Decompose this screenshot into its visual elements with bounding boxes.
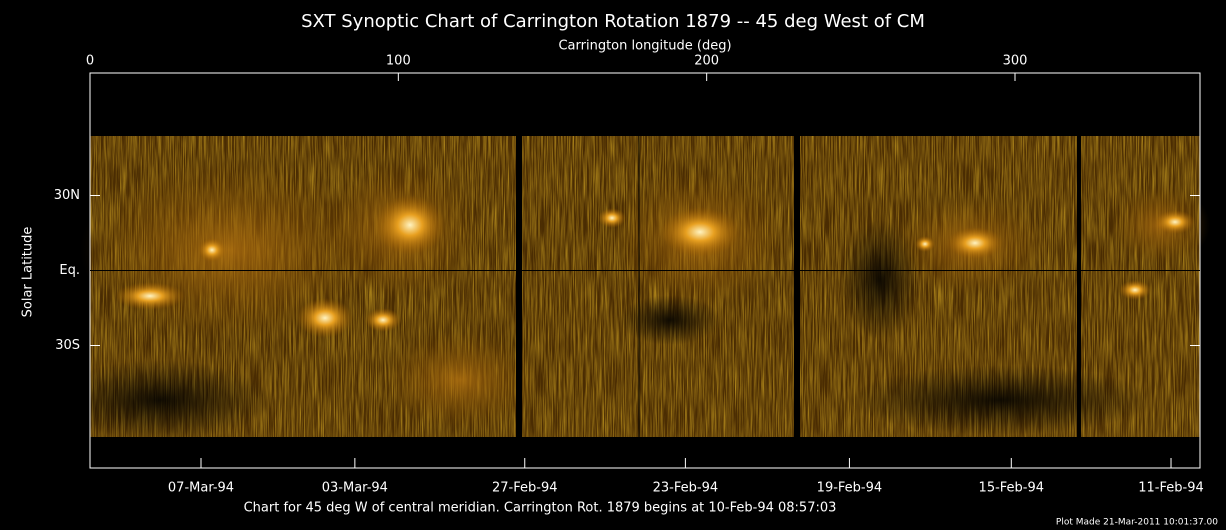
y-tick-label: Eq. (59, 263, 80, 278)
x-tick-label: 100 (386, 54, 411, 69)
date-tick-label: 03-Mar-94 (322, 481, 388, 496)
date-tick-label: 07-Mar-94 (168, 481, 234, 496)
y-tick-label: 30N (54, 188, 80, 203)
date-tick-label: 11-Feb-94 (1138, 481, 1203, 496)
date-tick-label: 15-Feb-94 (979, 481, 1044, 496)
chart-title: SXT Synoptic Chart of Carrington Rotatio… (301, 11, 925, 32)
date-tick-label: 19-Feb-94 (817, 481, 882, 496)
x-tick-label: 300 (1003, 54, 1028, 69)
solar-image (50, 136, 1210, 440)
x-tick-label: 0 (86, 54, 94, 69)
y-axis-label: Solar Latitude (21, 227, 36, 318)
credit: Plot Made 21-Mar-2011 10:01:37.00 (1056, 518, 1218, 528)
date-tick-label: 23-Feb-94 (653, 481, 718, 496)
y-tick-label: 30S (55, 338, 80, 353)
date-tick-label: 27-Feb-94 (492, 481, 557, 496)
x-tick-label: 200 (694, 54, 719, 69)
caption: Chart for 45 deg W of central meridian. … (244, 501, 837, 516)
x-axis-label: Carrington longitude (deg) (558, 39, 731, 54)
